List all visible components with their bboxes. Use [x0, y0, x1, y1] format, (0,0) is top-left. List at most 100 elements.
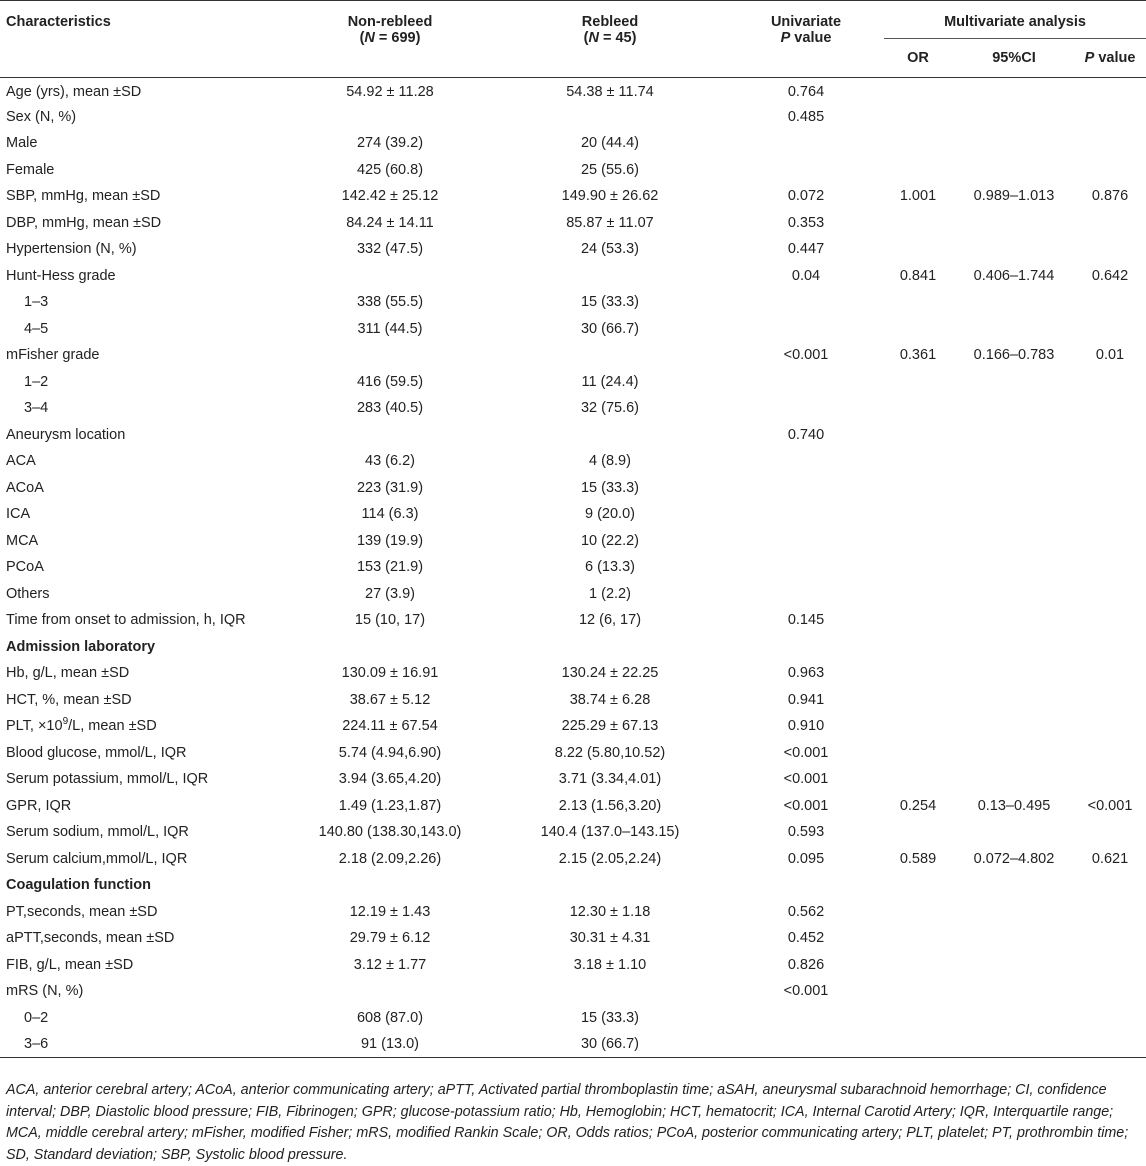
cell-reb: 149.90 ± 26.62: [561, 188, 659, 205]
cell-reb: 3.71 (3.34,4.01): [558, 771, 662, 788]
header-rebleed-n: (N = 45): [583, 30, 637, 46]
cell-or: [882, 952, 954, 979]
row-label: PT,seconds, mean ±SD: [0, 899, 290, 926]
table-row: SBP, mmHg, mean ±SD 142.42 ± 25.12 149.90 …: [0, 183, 1146, 210]
cell-mp: <0.001: [1087, 797, 1133, 814]
cell-or: [882, 872, 954, 899]
cell-mp: [1074, 713, 1146, 740]
table-row: Serum calcium,mmol/L, IQR 2.18 (2.09,2.26…: [0, 846, 1146, 873]
cell-up: <0.001: [783, 797, 829, 814]
header-characteristics: Characteristics: [0, 0, 290, 78]
cell-reb: 30 (66.7): [580, 320, 640, 337]
cell-mp: 0.876: [1091, 188, 1129, 205]
cell-or: [882, 925, 954, 952]
cell-or: [882, 316, 954, 343]
cell-mp: [1074, 157, 1146, 184]
cell-or: [882, 157, 954, 184]
cell-non: [290, 263, 490, 290]
cell-mp: [1074, 925, 1146, 952]
cell-ci: [954, 475, 1074, 502]
row-label-text: MCA: [6, 532, 39, 549]
row-label: 3–4: [0, 395, 290, 422]
cell-non: [290, 634, 490, 661]
table-row: MCA 139 (19.9) 10 (22.2): [0, 528, 1146, 555]
table-row: GPR, IQR 1.49 (1.23,1.87) 2.13 (1.56,3.20)…: [0, 793, 1146, 820]
row-label-text: Hb, g/L, mean ±SD: [6, 665, 130, 682]
row-label-text: PT,seconds, mean ±SD: [6, 903, 158, 920]
row-label-text: GPR, IQR: [6, 797, 72, 814]
cell-ci: [954, 978, 1074, 1005]
cell-ci: [954, 713, 1074, 740]
cell-ci: [954, 236, 1074, 263]
cell-or: [882, 978, 954, 1005]
cell-or: [882, 581, 954, 608]
cell-reb: 15 (33.3): [580, 294, 640, 311]
cell-non: 332 (47.5): [356, 241, 424, 258]
row-label-text: DBP, mmHg, mean ±SD: [6, 214, 162, 231]
cell-ci: [954, 448, 1074, 475]
row-label-text: Admission laboratory: [6, 638, 156, 655]
cell-mp: [1074, 475, 1146, 502]
row-label: Male: [0, 130, 290, 157]
cell-or: [882, 528, 954, 555]
cell-ci: [954, 130, 1074, 157]
cell-or: [882, 554, 954, 581]
cell-up: <0.001: [783, 771, 829, 788]
cell-reb: 8.22 (5.80,10.52): [554, 744, 666, 761]
cell-up: 0.764: [787, 83, 825, 100]
row-label: 1–3: [0, 289, 290, 316]
table-row: Female 425 (60.8) 25 (55.6): [0, 157, 1146, 184]
row-label-text: Time from onset to admission, h, IQR: [6, 612, 246, 629]
table-row: Serum sodium, mmol/L, IQR 140.80 (138.30,…: [0, 819, 1146, 846]
cell-or: [882, 104, 954, 131]
cell-reb: [490, 422, 730, 449]
cell-mp: [1074, 554, 1146, 581]
cell-or: [882, 475, 954, 502]
cell-reb: [490, 104, 730, 131]
cell-ci: [954, 740, 1074, 767]
cell-non: [290, 422, 490, 449]
cell-or: [882, 422, 954, 449]
row-label: mRS (N, %): [0, 978, 290, 1005]
cell-up: [730, 157, 882, 184]
table-body: Age (yrs), mean ±SD 54.92 ± 11.28 54.38 ± …: [0, 77, 1146, 1058]
cell-mp: [1074, 952, 1146, 979]
cell-non: 27 (3.9): [365, 585, 415, 602]
cell-up: 0.593: [787, 824, 825, 841]
cell-or: [882, 713, 954, 740]
table-row: Others 27 (3.9) 1 (2.2): [0, 581, 1146, 608]
row-label: 0–2: [0, 1005, 290, 1032]
header-characteristics-text: Characteristics: [6, 14, 111, 30]
table-row: mRS (N, %) <0.001: [0, 978, 1146, 1005]
row-label: HCT, %, mean ±SD: [0, 687, 290, 714]
cell-ci: 0.989–1.013: [973, 188, 1055, 205]
table-row: mFisher grade <0.001 0.361 0.166–0.783 0.01: [0, 342, 1146, 369]
cell-reb: 85.87 ± 11.07: [566, 214, 654, 231]
cell-non: [290, 104, 490, 131]
row-label-text: ACA: [6, 453, 36, 470]
table-footnote: ACA, anterior cerebral artery; ACoA, ant…: [6, 1082, 1129, 1163]
table-row: Time from onset to admission, h, IQR 15 (…: [0, 607, 1146, 634]
cell-ci: 0.166–0.783: [973, 347, 1055, 364]
table-row: 0–2 608 (87.0) 15 (33.3): [0, 1005, 1146, 1032]
row-label-text: 4–5: [24, 320, 49, 337]
cell-non: 142.42 ± 25.12: [341, 188, 439, 205]
cell-mp: [1074, 581, 1146, 608]
row-label-text: PLT, ×10: [6, 718, 63, 735]
table-row: Blood glucose, mmol/L, IQR 5.74 (4.94,6.9…: [0, 740, 1146, 767]
cell-non: 416 (59.5): [356, 373, 424, 390]
table-row: Hunt-Hess grade 0.04 0.841 0.406–1.744 0.642: [0, 263, 1146, 290]
row-label-text: Hypertension (N, %): [6, 241, 137, 258]
cell-non: [290, 872, 490, 899]
row-label: PLT, ×109/L, mean ±SD: [0, 713, 290, 740]
cell-or: [882, 210, 954, 237]
cell-reb: [490, 634, 730, 661]
cell-or: [882, 899, 954, 926]
header-non-rebleed-label: Non-rebleed: [347, 14, 433, 30]
cell-ci: [954, 210, 1074, 237]
header-univariate: Univariate P value: [730, 0, 882, 78]
row-label: Hypertension (N, %): [0, 236, 290, 263]
cell-reb: 38.74 ± 6.28: [569, 691, 651, 708]
header-non-rebleed-n: (N = 699): [359, 30, 421, 46]
cell-ci: [954, 687, 1074, 714]
